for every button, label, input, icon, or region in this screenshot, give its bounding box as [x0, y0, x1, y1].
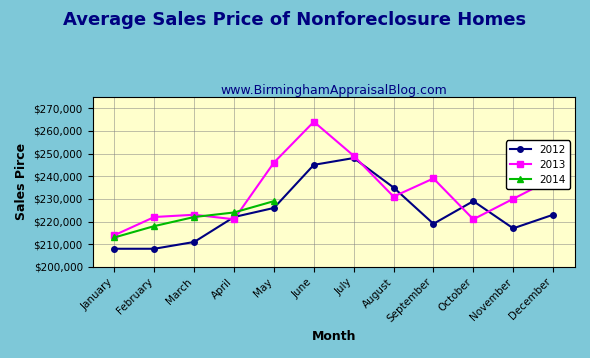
2013	[151, 215, 158, 219]
2012	[390, 185, 397, 190]
Legend: 2012, 2013, 2014: 2012, 2013, 2014	[506, 140, 570, 189]
2014	[270, 199, 277, 203]
Line: 2013: 2013	[112, 119, 556, 238]
2012	[510, 226, 517, 231]
2013	[430, 176, 437, 180]
2014	[191, 215, 198, 219]
2012	[549, 213, 556, 217]
2013	[231, 217, 238, 221]
2014	[231, 210, 238, 214]
2014	[111, 235, 118, 240]
2013	[191, 213, 198, 217]
2013	[111, 233, 118, 237]
2012	[111, 247, 118, 251]
2012	[470, 199, 477, 203]
2013	[310, 120, 317, 124]
X-axis label: Month: Month	[312, 330, 356, 343]
2012	[191, 240, 198, 244]
2013	[510, 197, 517, 201]
2012	[350, 156, 357, 160]
2014	[151, 224, 158, 228]
Title: www.BirminghamAppraisalBlog.com: www.BirminghamAppraisalBlog.com	[221, 84, 447, 97]
2012	[430, 222, 437, 226]
2012	[151, 247, 158, 251]
Line: 2014: 2014	[111, 198, 277, 241]
2012	[270, 206, 277, 210]
Text: Average Sales Price of Nonforeclosure Homes: Average Sales Price of Nonforeclosure Ho…	[64, 11, 526, 29]
2013	[470, 217, 477, 221]
2012	[310, 163, 317, 167]
2012	[231, 215, 238, 219]
2013	[549, 176, 556, 180]
2013	[350, 154, 357, 158]
2013	[270, 160, 277, 165]
Y-axis label: Sales Pirce: Sales Pirce	[15, 143, 28, 221]
Line: 2012: 2012	[112, 155, 556, 252]
2013	[390, 194, 397, 199]
